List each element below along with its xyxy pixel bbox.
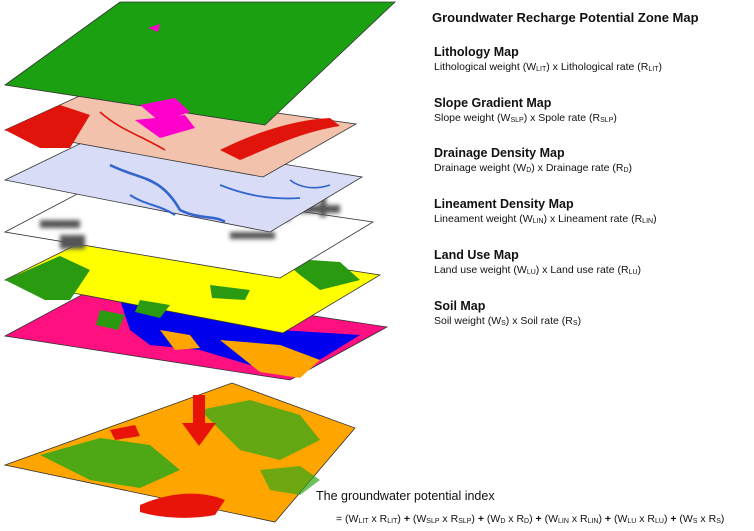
layer-label-4: Land Use Map Land use weight (WLU) x Land… [434, 247, 641, 280]
layer-label-1: Slope Gradient Map Slope weight (WSLP) x … [434, 95, 617, 128]
layer-label-0: Lithology Map Lithological weight (WLIT) … [434, 44, 662, 77]
slope-gradient-map-layer [3, 87, 358, 178]
diagram-title: Groundwater Recharge Potential Zone Map [432, 10, 699, 25]
map-layer-stack [3, 1, 397, 523]
layer-name: Land Use Map [434, 248, 519, 262]
index-formula: = (WLIT x RLIT) + (WSLP x RSLP) + (WD x … [336, 513, 725, 525]
layer-label-2: Drainage Density Map Drainage weight (WD)… [434, 145, 632, 178]
layer-name: Lineament Density Map [434, 197, 574, 211]
layer-formula: Land use weight (WLU) x Land use rate (R… [434, 264, 642, 276]
drainage-density-map-layer [3, 133, 364, 233]
layer-formula: Lithological weight (WLIT) x Lithologica… [434, 61, 663, 73]
layer-formula: Soil weight (WS) x Soil rate (RS) [434, 315, 582, 327]
layer-label-5: Soil Map Soil weight (WS) x Soil rate (RS… [434, 298, 581, 331]
layer-name: Soil Map [434, 299, 486, 313]
layer-name: Lithology Map [434, 45, 519, 59]
layer-formula: Drainage weight (WD) x Drainage rate (RD… [434, 162, 633, 174]
layer-formula: Lineament weight (WLIN) x Lineament rate… [434, 213, 657, 225]
soil-map-layer [3, 283, 389, 381]
groundwater-potential-map-layer [3, 382, 356, 523]
layer-name: Slope Gradient Map [434, 96, 552, 110]
lithology-map-layer [3, 1, 397, 126]
down-arrow-icon [182, 395, 216, 446]
index-title: The groundwater potential index [316, 489, 495, 503]
layer-formula: Slope weight (WSLP) x Spole rate (RSLP) [434, 112, 617, 124]
layer-label-3: Lineament Density Map Lineament weight (W… [434, 196, 657, 229]
layer-name: Drainage Density Map [434, 146, 565, 160]
